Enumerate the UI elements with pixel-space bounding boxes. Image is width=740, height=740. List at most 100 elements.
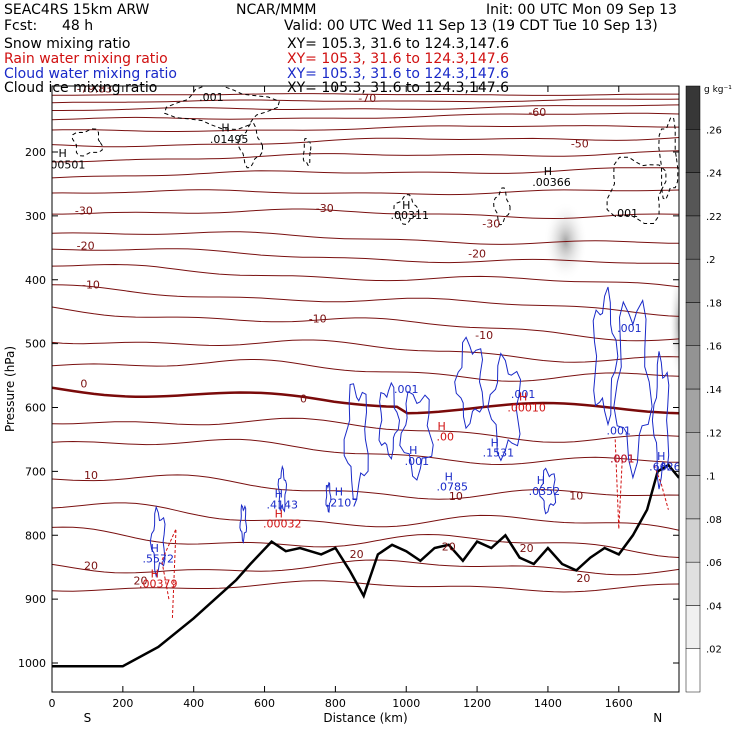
y-tick-label: 600 [25,402,46,415]
x-tick-label: 1000 [392,697,420,710]
cloud-water-label: .001 [617,322,642,335]
legend-rain-name: Rain water mixing ratio [4,51,168,67]
temperature-contour [52,208,679,220]
snow-ice-label: .00311 [391,209,430,222]
snow-contour [606,156,667,224]
snow-ice-label: .001 [199,91,224,104]
colorbar-tick-label: .06 [706,558,722,569]
temperature-label: -20 [77,240,95,253]
colorbar-tick-label: .24 [706,169,722,180]
colorbar-segment [685,172,701,217]
cloud-water-label: H [275,488,283,501]
cloud-water-contour [592,286,619,427]
x-tick-label: 200 [112,697,133,710]
y-tick-label: 1000 [18,657,46,670]
snow-contour [163,86,281,131]
temperature-label: 20 [350,548,364,561]
snow-ice-label: .01495 [210,133,249,146]
colorbar-tick-label: .02 [706,645,722,656]
legend-rain-xy: XY= 105.3, 31.6 to 124.3,147.6 [287,51,510,67]
fcst-value: 48 h [62,18,94,34]
colorbar-segment [685,302,701,346]
cloud-water-label: .001 [610,452,635,465]
rain-water-label: .00010 [507,401,546,414]
temperature-contour [52,284,679,317]
temperature-contour [52,526,679,558]
legend-cloudwater-name: Cloud water mixing ratio [4,66,177,82]
temperature-contour [52,93,679,96]
cloud-water-label: .001 [607,424,632,437]
cloud-water-contour [343,383,369,500]
temperature-contour [52,98,679,104]
cloud-water-label: .4143 [267,498,299,511]
colorbar-segment [685,345,701,390]
cloud-water-label: .1531 [483,447,515,460]
cloud-water-label: H [537,474,545,487]
snow-ice-label: H [544,165,552,178]
temperature-contour [52,474,679,500]
temperature-label: 20 [134,574,148,587]
snow-contour [237,122,264,169]
axis-end-label-north: N [653,711,662,725]
cloud-water-contour [613,299,653,480]
temperature-contour [52,263,679,288]
colorbar-tick-label: .1 [706,472,716,483]
legend-snow-name: Snow mixing ratio [4,36,131,52]
temperature-label: -60 [528,106,546,119]
colorbar-tick-label: .16 [706,342,722,353]
x-tick-label: 800 [325,697,346,710]
cloud-water-label: H [657,450,665,463]
cloud-water-contour [538,467,557,515]
colorbar-tick-label: .08 [706,515,722,526]
colorbar-tick-label: .26 [706,125,722,136]
cloud-water-label: .001 [511,388,536,401]
y-tick-label: 400 [25,274,46,287]
cloud-water-label: .001 [394,383,419,396]
terrain-line [52,463,679,668]
cloud-water-label: H [445,470,453,483]
colorbar-segment [685,215,701,260]
snow-ice-label: .00501 [47,159,86,172]
temperature-contour [52,580,679,593]
temperature-label: -50 [571,138,589,151]
temperature-label: -10 [82,279,100,292]
cloud-water-contour [487,352,522,462]
colorbar-segment [685,518,701,563]
rain-water-label: .00379 [139,578,178,591]
colorbar-segment [685,561,701,606]
rain-water-label: H [275,507,283,520]
cloud-water-label: .0352 [529,485,561,498]
snow-ice-label: H [402,199,410,212]
temperature-label: 10 [449,490,463,503]
temperature-contour [52,104,679,111]
cloud-water-label: H [491,436,499,449]
colorbar-unit: g kg⁻¹ [704,85,732,95]
temperature-contour [52,112,679,121]
temperature-label: 0 [300,392,307,405]
y-tick-label: 700 [25,465,46,478]
y-tick-label: 500 [25,338,46,351]
colorbar-tick-label: .2 [706,255,716,266]
temperature-contour [52,167,679,179]
temperature-label: -10 [309,313,327,326]
cloud-water-contour [399,390,434,481]
snow-ice-label: H [221,122,229,135]
colorbar-segment [685,129,701,173]
x-tick-label: 400 [183,697,204,710]
rain-water-label: H [519,390,527,403]
temperature-contour [52,358,679,382]
legend-snow-xy: XY= 105.3, 31.6 to 124.3,147.6 [287,36,510,52]
x-tick-label: 600 [254,697,275,710]
x-tick-label: 1400 [534,697,562,710]
x-tick-label: 1600 [605,697,633,710]
temperature-label: 10 [569,489,583,502]
temperature-contour [52,306,679,342]
temperature-contour [52,189,679,196]
rain-water-label: .00032 [263,518,302,531]
cloud-water-contour [454,336,484,430]
rain-water-contour [614,439,623,529]
temperature-label: 20 [520,542,534,555]
snow-ice-label: .001 [614,207,639,220]
y-axis-label: Pressure (hPa) [3,346,17,432]
